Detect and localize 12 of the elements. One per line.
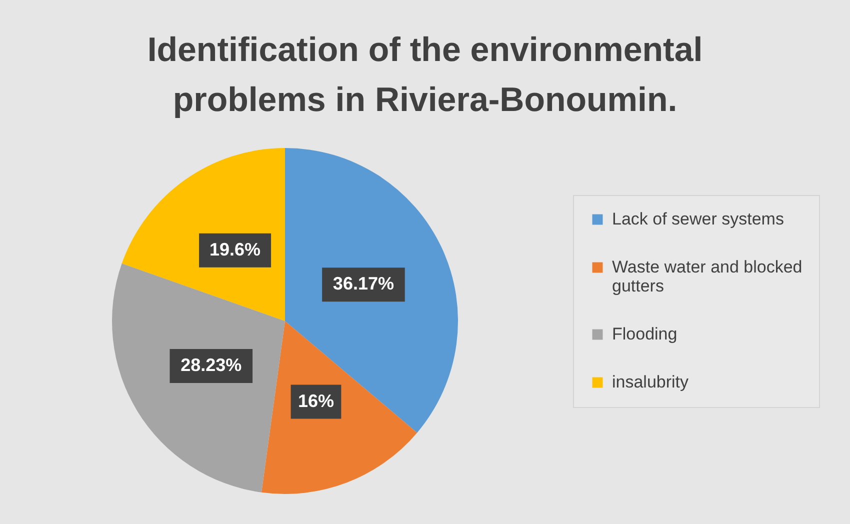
legend-label: Lack of sewer systems	[612, 210, 784, 228]
pie-slice	[285, 148, 458, 433]
legend-label: insalubrity	[612, 372, 690, 392]
data-label: 28.23%	[180, 355, 242, 376]
legend-label: Flooding	[612, 324, 678, 344]
pie-slice	[112, 263, 285, 492]
data-label: 19.6%	[210, 239, 261, 260]
legend-label: Waste water and blocked gutters	[612, 258, 802, 296]
pie-slice	[261, 321, 418, 494]
data-label: 16%	[298, 390, 334, 411]
data-label: 36.17%	[332, 274, 394, 294]
chart-title: Identification of the environmental problems in Riviera-Bonoumin.	[147, 31, 703, 119]
